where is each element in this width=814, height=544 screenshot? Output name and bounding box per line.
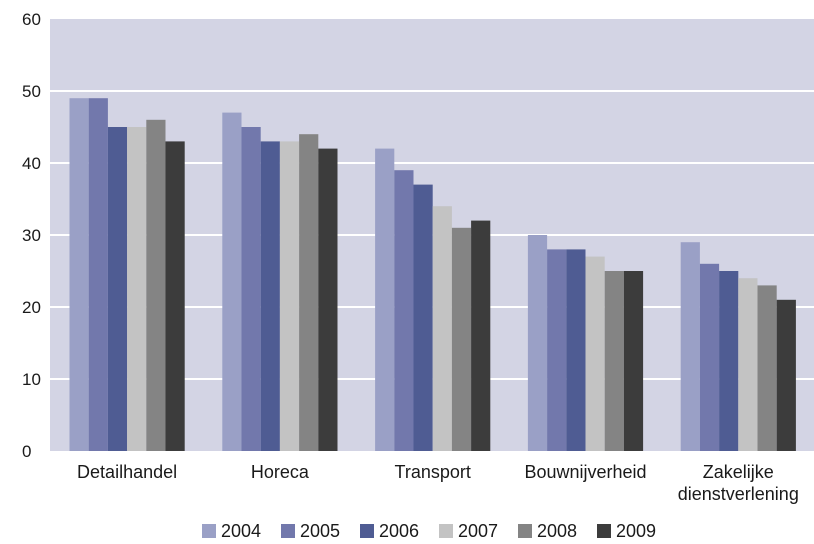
bar-2007-3 bbox=[585, 256, 605, 451]
bar-2008-4 bbox=[757, 285, 777, 451]
bar-2006-0 bbox=[107, 127, 128, 451]
legend-swatch-2007 bbox=[439, 524, 453, 538]
legend-label-2006: 2006 bbox=[379, 521, 419, 541]
bar-2008-1 bbox=[299, 134, 319, 451]
bar-2006-3 bbox=[566, 249, 586, 451]
bar-2009-0 bbox=[165, 141, 185, 451]
y-tick-label: 50 bbox=[22, 82, 41, 101]
bar-2007-0 bbox=[127, 127, 147, 451]
y-tick-label: 0 bbox=[22, 442, 31, 461]
bar-2009-2 bbox=[471, 220, 491, 451]
bar-2008-3 bbox=[604, 271, 624, 451]
bar-2008-0 bbox=[146, 119, 166, 452]
bar-2008-2 bbox=[451, 227, 472, 451]
legend: 2004 2005 2006 2007 2008 2009 bbox=[202, 521, 656, 541]
bar-2005-2 bbox=[394, 170, 414, 451]
bar-2006-1 bbox=[260, 141, 280, 451]
bar-2005-3 bbox=[547, 249, 567, 451]
legend-label-2004: 2004 bbox=[221, 521, 261, 541]
bar-2005-4 bbox=[699, 263, 720, 451]
bars bbox=[69, 98, 796, 452]
legend-label-2007: 2007 bbox=[458, 521, 498, 541]
y-axis-ticks: 0 10 20 30 40 50 60 bbox=[22, 10, 41, 461]
y-tick-label: 60 bbox=[22, 10, 41, 29]
legend-swatch-2006 bbox=[360, 524, 374, 538]
x-category-label: Bouwnijverheid bbox=[524, 462, 646, 482]
x-category-label: Horeca bbox=[251, 462, 310, 482]
bar-2007-1 bbox=[279, 141, 300, 451]
legend-swatch-2004 bbox=[202, 524, 216, 538]
y-tick-label: 10 bbox=[22, 370, 41, 389]
bar-2009-3 bbox=[623, 271, 644, 451]
legend-swatch-2008 bbox=[518, 524, 532, 538]
bar-2007-4 bbox=[738, 278, 758, 451]
bar-2004-2 bbox=[375, 148, 395, 451]
y-tick-label: 40 bbox=[22, 154, 41, 173]
x-category-label: Detailhandel bbox=[77, 462, 177, 482]
y-tick-label: 20 bbox=[22, 298, 41, 317]
bar-2009-1 bbox=[318, 148, 338, 451]
bar-2004-1 bbox=[222, 112, 242, 451]
x-category-label: Zakelijke dienstverlening bbox=[678, 462, 799, 504]
bar-2004-4 bbox=[680, 242, 700, 451]
legend-label-2005: 2005 bbox=[300, 521, 340, 541]
y-tick-label: 30 bbox=[22, 226, 41, 245]
bar-2006-2 bbox=[413, 184, 433, 451]
bar-2007-2 bbox=[432, 206, 452, 451]
legend-label-2008: 2008 bbox=[537, 521, 577, 541]
x-axis-labels: Detailhandel Horeca Transport Bouwnijverhei… bbox=[77, 462, 799, 504]
bar-2009-4 bbox=[776, 299, 796, 451]
x-category-label: Transport bbox=[395, 462, 471, 482]
legend-label-2009: 2009 bbox=[616, 521, 656, 541]
bar-2006-4 bbox=[719, 271, 739, 451]
bar-2004-0 bbox=[69, 98, 89, 451]
legend-swatch-2009 bbox=[597, 524, 611, 538]
bar-2005-1 bbox=[241, 127, 261, 451]
legend-swatch-2005 bbox=[281, 524, 295, 538]
bar-2005-0 bbox=[88, 98, 108, 451]
bar-2004-3 bbox=[527, 235, 548, 451]
